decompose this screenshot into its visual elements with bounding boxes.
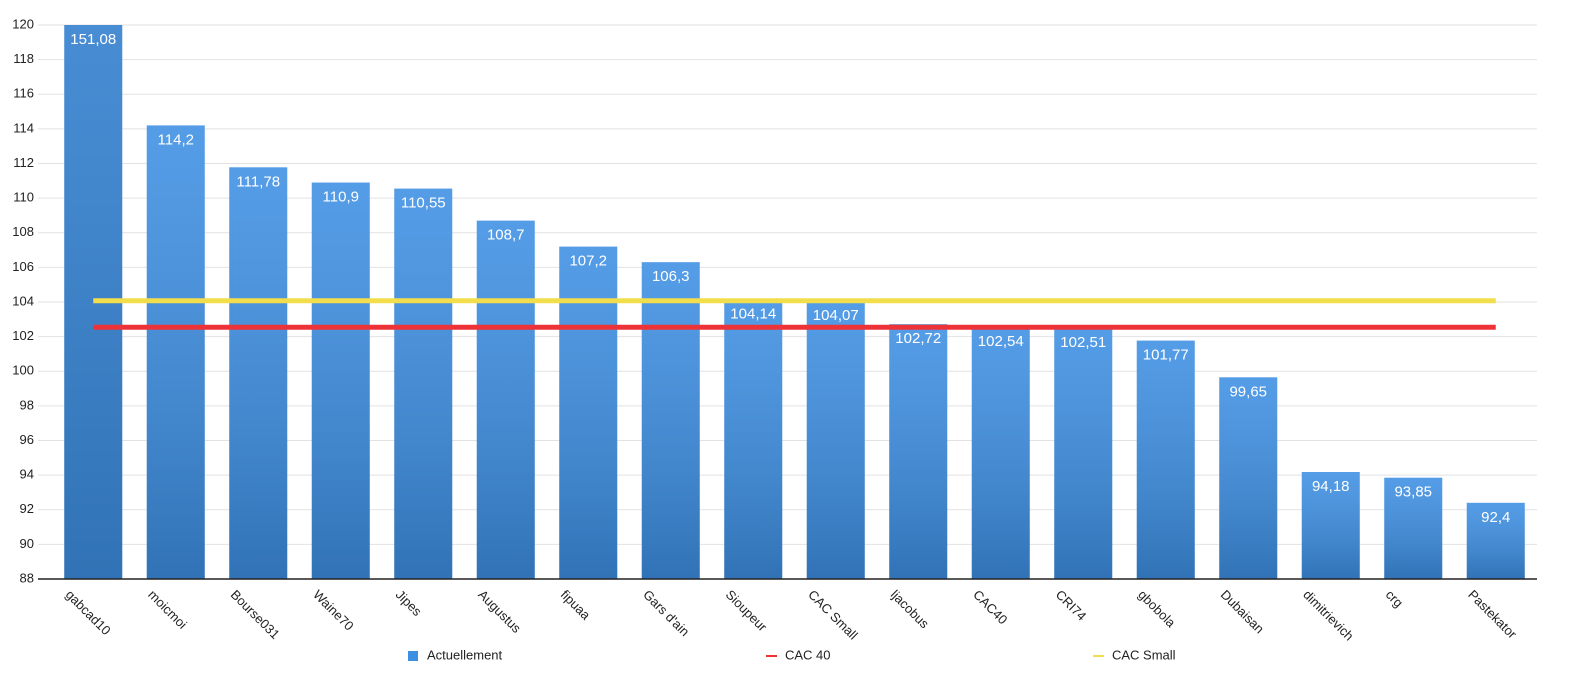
bar-shade [229, 167, 288, 579]
x-tick-label: gabcad10 [63, 587, 114, 638]
bar-shade [806, 300, 865, 579]
x-tick-label: dimitrievich [1300, 587, 1357, 644]
x-tick-label: moicmoi [145, 587, 190, 632]
data-label: 110,9 [323, 189, 359, 206]
data-label: 108,7 [487, 227, 525, 244]
bar-shade [889, 324, 948, 579]
y-tick-label: 100 [12, 363, 34, 378]
x-tick-label: Dubaisan [1218, 587, 1267, 636]
data-label: 94,18 [1312, 478, 1350, 495]
data-label: 107,2 [569, 253, 607, 270]
data-label: 102,72 [895, 330, 941, 347]
x-tick-label: Augustus [475, 587, 524, 636]
x-tick-label: Sioupeur [723, 587, 771, 635]
y-tick-label: 90 [20, 536, 34, 551]
y-tick-label: 114 [13, 120, 34, 135]
bar-shade [394, 188, 453, 579]
y-tick-label: 106 [12, 259, 34, 274]
x-tick-label: fipuaa [558, 587, 594, 623]
y-tick-label: 116 [13, 86, 34, 101]
x-tick-label: gbobola [1135, 587, 1179, 631]
y-tick-label: 108 [12, 224, 34, 239]
y-tick-label: 94 [20, 467, 34, 482]
data-label: 106,3 [652, 268, 690, 285]
data-label: 111,78 [236, 173, 280, 190]
bar-shade [971, 327, 1030, 579]
y-tick-label: 112 [13, 155, 34, 170]
x-tick-label: Jipes [393, 587, 425, 619]
y-tick-label: 104 [12, 293, 34, 308]
y-tick-label: 120 [12, 16, 34, 31]
y-tick-label: 92 [20, 501, 34, 516]
bar-shade [1219, 377, 1278, 579]
x-tick-label: CAC Small [805, 587, 861, 643]
data-label: 102,54 [978, 333, 1024, 350]
y-tick-label: 98 [20, 397, 34, 412]
legend-swatch [408, 651, 418, 661]
x-tick-label: CRI74 [1053, 587, 1090, 624]
data-label: 110,55 [401, 195, 446, 212]
plot-area [64, 25, 1525, 579]
data-label: 104,07 [813, 307, 859, 324]
bar-shade [559, 246, 618, 579]
legend-label: Actuellement [427, 647, 503, 662]
bar-shade [1136, 340, 1195, 579]
x-tick-label: Bourse031 [228, 587, 283, 642]
data-label: 151,08 [70, 31, 116, 48]
data-label: 114,2 [158, 131, 194, 148]
x-tick-label: Pastekator [1465, 587, 1520, 642]
x-tick-label: crg [1383, 587, 1406, 610]
y-tick-label: 88 [20, 570, 34, 585]
data-label: 99,65 [1229, 383, 1267, 400]
bar-shade [724, 299, 783, 579]
data-label: 102,51 [1060, 334, 1106, 351]
data-label: 101,77 [1143, 347, 1189, 364]
bar-shade [146, 125, 205, 579]
x-tick-label: CAC40 [970, 587, 1010, 627]
bar-shade [641, 262, 700, 579]
x-tick-label: Waine70 [310, 587, 357, 634]
bar-shade [311, 182, 370, 579]
y-tick-label: 102 [12, 328, 34, 343]
legend-label: CAC Small [1112, 647, 1176, 662]
y-tick-label: 110 [13, 190, 34, 205]
bar-shade [1466, 502, 1525, 579]
data-label: 93,85 [1394, 484, 1432, 501]
y-tick-label: 118 [13, 51, 34, 66]
bar-shade [1054, 327, 1113, 579]
data-label: 92,4 [1481, 509, 1510, 526]
x-tick-label: Gars d'ain [640, 587, 692, 639]
legend-label: CAC 40 [785, 647, 831, 662]
data-label: 104,14 [730, 306, 776, 323]
bar-shade [1384, 477, 1443, 579]
bar-shade [476, 220, 535, 579]
x-tick-label: ljacobus [888, 587, 933, 632]
y-tick-label: 96 [20, 432, 34, 447]
bar-shade [64, 25, 123, 579]
bar-shade [1301, 472, 1360, 579]
